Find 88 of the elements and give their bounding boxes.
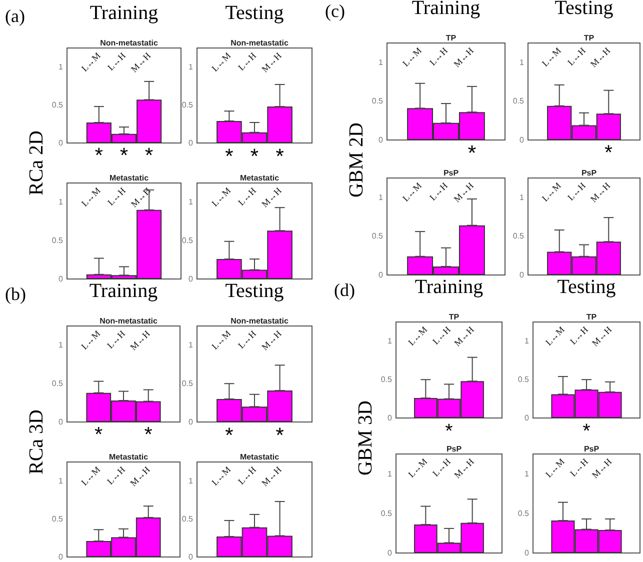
- chart-title: TP: [586, 312, 598, 322]
- text: Training: [88, 2, 160, 25]
- y-tick-label: 1: [524, 336, 530, 346]
- text: GBM 2D: [346, 122, 368, 198]
- text: Testing: [224, 2, 285, 25]
- y-tick-label: 0: [58, 138, 64, 148]
- text: Training: [88, 280, 159, 303]
- y-tick-label: 0: [378, 136, 384, 144]
- y-tick-label: 1: [520, 58, 525, 67]
- y-tick-label: 0.5: [52, 100, 64, 110]
- y-tick-label: 0: [388, 548, 393, 558]
- text: Testing: [556, 276, 617, 299]
- y-tick-label: 0.5: [182, 514, 194, 524]
- y-tick-label: 0.5: [52, 236, 64, 246]
- y-tick-label: 0.5: [512, 232, 525, 241]
- text: *: [464, 144, 478, 168]
- y-tick-label: 0: [378, 270, 384, 280]
- text: * * *: [222, 147, 286, 171]
- y-tick-label: 0: [58, 552, 64, 562]
- text: * * *: [92, 147, 156, 170]
- chart-title: Metastatic: [108, 452, 149, 462]
- text: *: [442, 422, 455, 444]
- chart-title: Metastatic: [109, 174, 150, 182]
- text: GBM 3D: [354, 400, 378, 476]
- chart-title: Non-metastatic: [230, 38, 289, 48]
- y-tick-label: 0.5: [512, 96, 525, 106]
- y-tick-label: 1: [378, 192, 384, 202]
- y-tick-label: 0.5: [52, 379, 64, 388]
- y-tick-label: 0.5: [372, 232, 384, 241]
- y-tick-label: 0: [388, 414, 393, 422]
- y-tick-label: 1: [378, 58, 384, 67]
- chart-title: PsP: [584, 444, 600, 454]
- y-tick-label: 0: [58, 274, 64, 284]
- y-tick-label: 1: [188, 62, 194, 72]
- chart-title: Non-metastatic: [230, 316, 289, 326]
- text: (d): [334, 280, 355, 301]
- y-tick-label: 1: [58, 198, 64, 207]
- y-tick-label: 1: [524, 469, 530, 478]
- chart-title: Metastatic: [240, 452, 280, 462]
- chart-title: PsP: [446, 444, 462, 454]
- y-tick-label: 0: [524, 414, 530, 422]
- text: RCa 3D: [26, 410, 48, 474]
- text: Training: [414, 276, 484, 299]
- y-tick-label: 1: [188, 476, 194, 486]
- text: *: [580, 422, 592, 444]
- chart-title: TP: [448, 312, 460, 322]
- y-tick-label: 0.5: [380, 375, 393, 384]
- chart-title: Metastatic: [240, 174, 280, 182]
- y-tick-label: 1: [188, 198, 194, 207]
- text: (c): [325, 1, 345, 22]
- y-tick-label: 0.5: [518, 375, 530, 384]
- chart-title: TP: [584, 34, 595, 42]
- chart-title: Non-metastatic: [100, 316, 158, 326]
- y-tick-label: 1: [388, 469, 393, 478]
- y-tick-label: 0: [188, 418, 194, 426]
- text: RCa 2D: [26, 130, 48, 196]
- y-tick-label: 0.5: [182, 100, 194, 110]
- text: * *: [222, 426, 286, 450]
- y-tick-label: 0: [188, 138, 194, 148]
- y-tick-label: 0: [188, 274, 194, 284]
- y-tick-label: 0: [524, 548, 530, 558]
- y-tick-label: 1: [58, 476, 64, 486]
- y-tick-label: 1: [520, 192, 525, 202]
- y-tick-label: 0.5: [380, 508, 393, 518]
- text: *: [601, 144, 615, 167]
- text: Training: [410, 0, 482, 20]
- chart-title: PsP: [581, 168, 598, 178]
- text: (b): [5, 284, 26, 305]
- chart-title: TP: [446, 34, 457, 42]
- chart-title: Non-metastatic: [100, 38, 158, 48]
- y-tick-label: 1: [388, 336, 393, 346]
- y-tick-label: 0: [520, 136, 525, 144]
- text: (a): [5, 6, 25, 27]
- y-tick-label: 0.5: [182, 236, 194, 246]
- y-tick-label: 1: [58, 340, 64, 350]
- y-tick-label: 0.5: [518, 508, 530, 518]
- y-tick-label: 1: [58, 62, 64, 72]
- text: Testing: [554, 0, 614, 20]
- y-tick-label: 0: [58, 418, 64, 426]
- y-tick-label: 1: [188, 340, 194, 350]
- chart-title: PsP: [443, 168, 460, 178]
- y-tick-label: 0.5: [372, 96, 384, 106]
- y-tick-label: 0: [188, 552, 194, 562]
- text: Testing: [224, 280, 285, 303]
- text: * *: [92, 426, 155, 449]
- y-tick-label: 0: [520, 270, 525, 280]
- y-tick-label: 0.5: [182, 379, 194, 388]
- y-tick-label: 0.5: [52, 514, 64, 524]
